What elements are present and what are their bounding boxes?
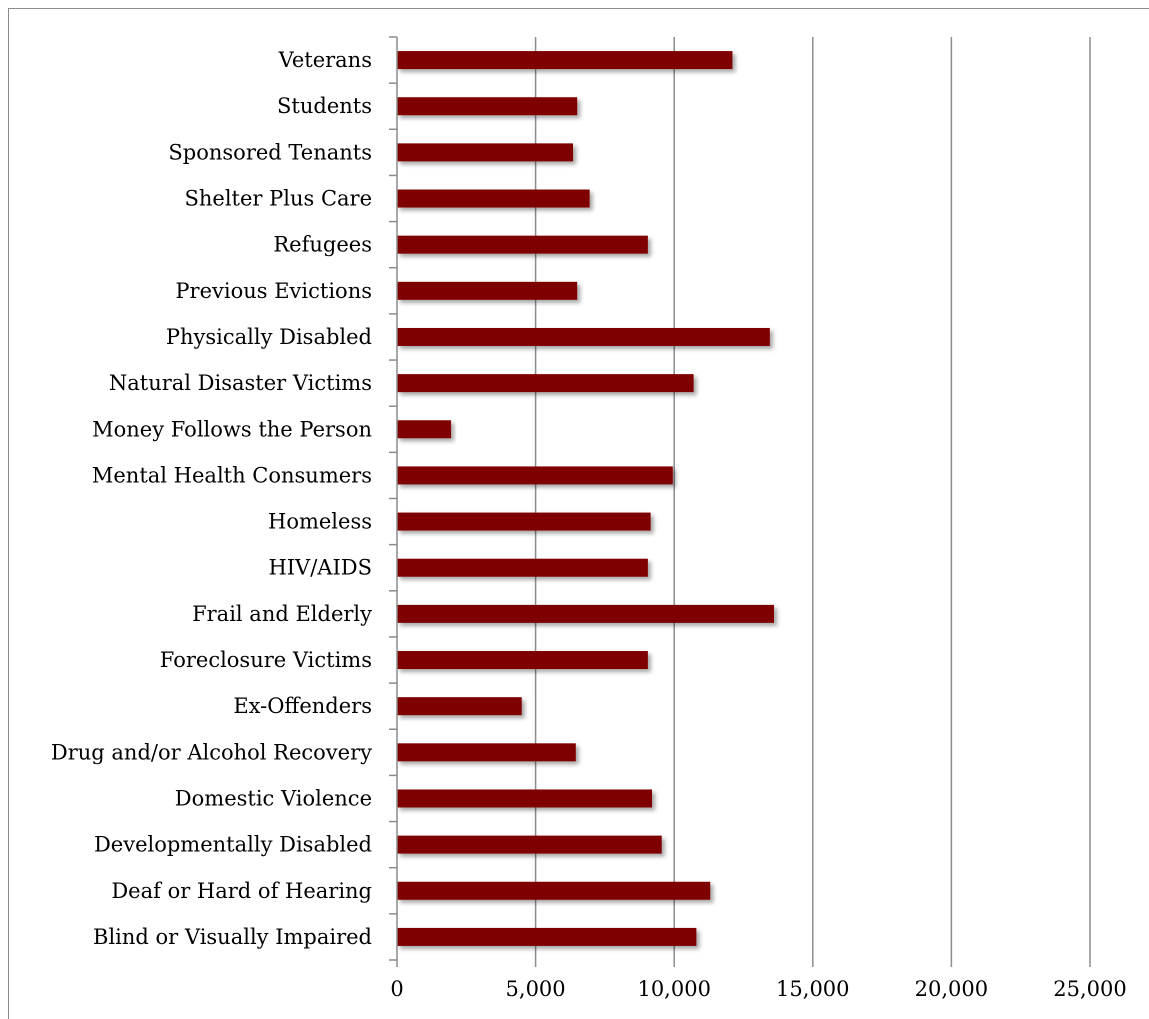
bar	[397, 281, 578, 300]
category-label: Veterans	[278, 48, 372, 72]
category-label: Homeless	[268, 510, 372, 534]
category-label: Drug and/or Alcohol Recovery	[51, 740, 372, 764]
category-label: Physically Disabled	[166, 325, 372, 349]
bar	[397, 512, 651, 531]
x-tick-label: 20,000	[915, 977, 988, 1001]
axes	[389, 36, 1091, 967]
bar	[397, 743, 576, 762]
category-label: Students	[277, 94, 372, 118]
category-labels: Veterans Students Sponsored Tenants Shelter…	[51, 48, 372, 949]
bar	[397, 327, 770, 346]
category-label: Blind or Visually Impaired	[93, 925, 372, 949]
bar	[397, 789, 653, 808]
category-label: Previous Evictions	[175, 279, 372, 303]
category-label: Sponsored Tenants	[168, 140, 372, 164]
bar	[397, 927, 697, 946]
category-label: Foreclosure Victims	[160, 648, 372, 672]
bar	[397, 51, 733, 70]
category-label: Domestic Violence	[175, 786, 372, 810]
bar	[397, 374, 694, 393]
category-label: Ex-Offenders	[233, 694, 372, 718]
category-label: Frail and Elderly	[192, 602, 372, 626]
tick-labels: 0 5,000 10,000 15,000 20,000 25,000	[390, 977, 1126, 1001]
bar	[397, 558, 648, 577]
bar	[397, 235, 648, 254]
category-label: Natural Disaster Victims	[109, 371, 372, 395]
category-label: Deaf or Hard of Hearing	[111, 879, 372, 903]
category-label: Developmentally Disabled	[94, 833, 372, 857]
category-label: Refugees	[273, 233, 372, 257]
x-tick-label: 0	[390, 977, 403, 1001]
x-tick-label: 10,000	[637, 977, 710, 1001]
bar	[397, 697, 522, 716]
x-tick-label: 15,000	[776, 977, 849, 1001]
bar	[397, 604, 774, 623]
category-label: Money Follows the Person	[92, 417, 372, 441]
x-tick-label: 5,000	[506, 977, 566, 1001]
bar	[397, 97, 578, 116]
bar	[397, 466, 673, 485]
bar	[397, 420, 452, 439]
gridlines	[534, 37, 1091, 960]
bar	[397, 143, 574, 162]
bar	[397, 881, 711, 900]
bar	[397, 835, 662, 854]
x-tick-label: 25,000	[1053, 977, 1126, 1001]
category-label: Shelter Plus Care	[184, 187, 372, 211]
bar	[397, 651, 648, 670]
bars	[397, 51, 774, 946]
category-label: Mental Health Consumers	[92, 463, 372, 487]
bar	[397, 189, 590, 208]
category-label: HIV/AIDS	[268, 556, 372, 580]
